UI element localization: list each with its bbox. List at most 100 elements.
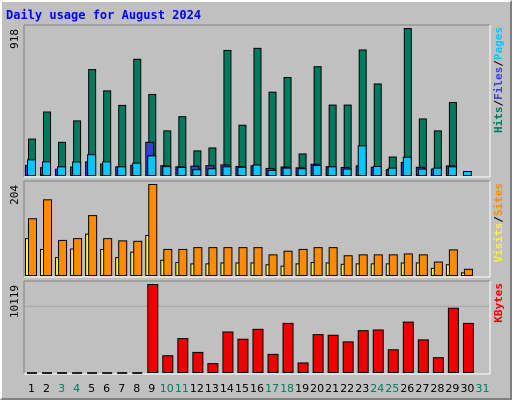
kbytes-bar: [357, 330, 369, 374]
sites-bar: [103, 238, 113, 276]
x-tick-label: 14: [220, 382, 234, 395]
kbytes-bar: [327, 334, 339, 374]
sites-bar: [388, 254, 398, 276]
pages-bar: [402, 156, 412, 177]
sites-bar: [433, 261, 443, 277]
x-tick-label: 24: [370, 382, 384, 395]
hits-bar: [253, 47, 262, 177]
kbytes-ymax-label: 10119: [8, 285, 21, 318]
hits-legend-part: Files: [492, 67, 505, 100]
x-tick-label: 31: [475, 382, 489, 395]
visits-legend-part: /: [492, 216, 505, 223]
sites-bar: [358, 254, 368, 276]
kbytes-legend: KBytes: [492, 283, 505, 323]
sites-bar: [283, 250, 293, 277]
sites-bar: [148, 184, 158, 276]
pages-bar: [417, 168, 427, 176]
sites-bar: [73, 238, 83, 276]
hits-ymax-label: 918: [8, 29, 21, 49]
chart-title: Daily usage for August 2024: [6, 8, 201, 22]
pages-bar: [117, 166, 127, 176]
sites-bar: [403, 253, 413, 276]
sites-bar: [208, 247, 218, 276]
hits-bar: [313, 66, 322, 176]
x-tick-label: 5: [88, 382, 95, 395]
kbytes-zero-marker: [132, 372, 143, 374]
kbytes-bar: [252, 328, 264, 373]
sites-bar: [448, 249, 458, 276]
pages-bar: [207, 168, 217, 177]
kbytes-bar: [177, 338, 189, 374]
x-tick-label: 28: [430, 382, 444, 395]
kbytes-zero-marker: [72, 372, 83, 374]
pages-bar: [267, 169, 277, 177]
sites-bar: [313, 247, 323, 276]
visits-ymax-label: 204: [8, 185, 21, 205]
hits-bar: [223, 49, 232, 176]
hits-bar: [118, 104, 127, 176]
x-tick-label: 2: [43, 382, 50, 395]
x-tick-label: 9: [148, 382, 155, 395]
kbytes-bar: [387, 349, 399, 373]
kbytes-bar: [192, 351, 204, 374]
pages-bar: [297, 168, 307, 177]
kbytes-legend-part: KBytes: [492, 283, 505, 323]
sites-bar: [133, 240, 143, 277]
sites-bar: [238, 247, 248, 276]
sites-bar: [193, 247, 203, 276]
pages-bar: [282, 167, 292, 177]
kbytes-bar: [267, 353, 279, 373]
kbytes-bar: [297, 362, 309, 373]
pages-bar: [192, 169, 202, 177]
sites-bar: [58, 239, 68, 276]
x-tick-label: 4: [73, 382, 80, 395]
sites-bar: [328, 247, 338, 276]
pages-bar: [72, 161, 82, 176]
kbytes-bar: [432, 357, 444, 373]
pages-bar: [177, 166, 187, 177]
sites-bar: [28, 218, 37, 276]
kbytes-bar: [372, 329, 384, 374]
sites-bar: [163, 248, 173, 276]
hits-legend: Hits/Files/Pages: [492, 27, 505, 133]
pages-bar: [387, 167, 397, 177]
sites-bar: [223, 247, 233, 276]
x-tick-label: 22: [340, 382, 354, 395]
sites-bar: [463, 268, 473, 276]
x-tick-label: 10: [160, 382, 174, 395]
hits-bar: [343, 104, 352, 176]
pages-bar: [432, 167, 442, 177]
kbytes-bar: [312, 334, 324, 373]
x-tick-label: 8: [133, 382, 140, 395]
x-tick-label: 27: [415, 382, 429, 395]
pages-bar: [57, 166, 67, 176]
pages-bar: [342, 168, 352, 176]
kbytes-zero-marker: [87, 372, 98, 374]
pages-bar: [252, 164, 262, 176]
kbytes-bar: [462, 322, 474, 374]
sites-bar: [178, 248, 188, 276]
x-tick-label: 16: [250, 382, 264, 395]
hits-legend-part: Hits: [492, 107, 505, 134]
visits-legend: Visits/Sites: [492, 183, 505, 263]
sites-bar: [373, 254, 383, 276]
sites-bar: [43, 199, 53, 276]
hits-bar: [133, 58, 142, 176]
kbytes-zero-marker: [102, 372, 113, 374]
x-tick-label: 20: [310, 382, 324, 395]
hits-bar: [448, 102, 457, 176]
x-tick-label: 13: [205, 382, 219, 395]
sites-bar: [418, 254, 428, 276]
pages-bar: [357, 145, 367, 177]
kbytes-bar: [237, 338, 249, 373]
sites-bar: [253, 247, 263, 276]
x-tick-label: 25: [385, 382, 399, 395]
pages-bar: [87, 154, 97, 176]
x-tick-label: 29: [445, 382, 459, 395]
pages-bar: [27, 159, 36, 176]
hits-legend-part: /: [492, 60, 505, 67]
kbytes-bar: [342, 341, 354, 374]
hits-bar: [268, 91, 277, 176]
x-tick-label: 3: [58, 382, 65, 395]
